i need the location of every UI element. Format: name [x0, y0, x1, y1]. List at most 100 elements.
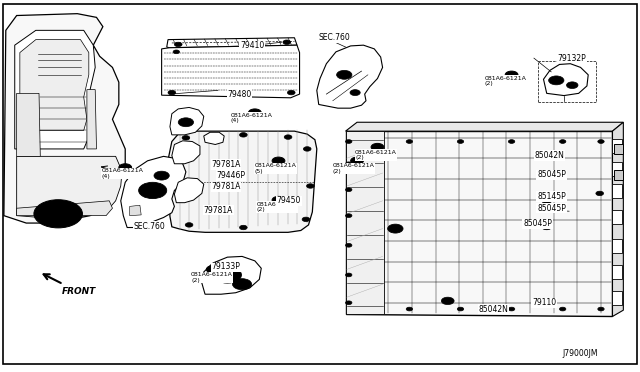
- Circle shape: [505, 71, 518, 78]
- Polygon shape: [172, 141, 200, 164]
- Polygon shape: [167, 38, 297, 48]
- Text: B: B: [276, 158, 280, 163]
- Text: 85145P: 85145P: [537, 192, 566, 201]
- Bar: [614, 144, 623, 154]
- Text: 081A6-6121A
(5): 081A6-6121A (5): [255, 163, 297, 174]
- Circle shape: [139, 182, 167, 199]
- Text: B: B: [211, 267, 214, 272]
- Circle shape: [232, 279, 252, 290]
- Circle shape: [346, 243, 352, 247]
- Text: 79480: 79480: [227, 90, 252, 99]
- Text: 85045P: 85045P: [523, 219, 552, 228]
- Polygon shape: [317, 45, 383, 108]
- Circle shape: [351, 157, 364, 164]
- Circle shape: [307, 184, 314, 188]
- Text: 79781A: 79781A: [211, 160, 241, 169]
- Bar: [614, 170, 623, 180]
- Text: 79133P: 79133P: [211, 262, 240, 271]
- Circle shape: [346, 273, 352, 277]
- Circle shape: [154, 171, 170, 180]
- Text: 081A6-6121A
(2): 081A6-6121A (2): [355, 150, 397, 160]
- Text: 79781A: 79781A: [204, 206, 233, 215]
- Circle shape: [182, 136, 189, 140]
- Circle shape: [596, 191, 604, 196]
- Text: 85045P: 85045P: [537, 204, 566, 213]
- Bar: [612, 239, 622, 253]
- Text: 79450: 79450: [276, 196, 301, 205]
- Polygon shape: [4, 14, 125, 223]
- Circle shape: [392, 227, 399, 231]
- Circle shape: [541, 202, 552, 208]
- Polygon shape: [121, 156, 186, 228]
- Polygon shape: [170, 108, 204, 135]
- Text: 081A6-6121A
(4): 081A6-6121A (4): [230, 113, 273, 124]
- Text: 85045P: 85045P: [537, 170, 566, 179]
- Circle shape: [178, 118, 193, 127]
- Circle shape: [119, 164, 132, 171]
- Circle shape: [303, 147, 311, 151]
- Text: 081A6-6121A
(4): 081A6-6121A (4): [102, 168, 143, 179]
- Circle shape: [598, 307, 604, 311]
- Circle shape: [239, 133, 247, 137]
- Circle shape: [173, 50, 179, 54]
- Circle shape: [598, 140, 604, 143]
- Polygon shape: [130, 205, 141, 216]
- Bar: [612, 265, 622, 279]
- Text: B: B: [253, 110, 257, 115]
- Polygon shape: [15, 31, 95, 149]
- Circle shape: [346, 214, 352, 218]
- Polygon shape: [346, 131, 384, 314]
- Text: J79000JM: J79000JM: [563, 349, 598, 358]
- Circle shape: [346, 188, 352, 192]
- Circle shape: [168, 90, 175, 95]
- Circle shape: [302, 217, 310, 222]
- Circle shape: [211, 262, 224, 269]
- Text: 79446P: 79446P: [216, 171, 246, 180]
- Text: 85042N: 85042N: [534, 151, 564, 160]
- Circle shape: [185, 223, 193, 227]
- Text: 79410: 79410: [240, 41, 264, 51]
- Polygon shape: [162, 45, 300, 98]
- Text: B: B: [276, 198, 280, 203]
- Circle shape: [458, 140, 464, 143]
- Circle shape: [541, 224, 552, 230]
- Text: 79132P: 79132P: [557, 54, 586, 62]
- Circle shape: [337, 70, 352, 79]
- Circle shape: [442, 297, 454, 305]
- Circle shape: [284, 135, 292, 139]
- Polygon shape: [168, 131, 317, 232]
- Circle shape: [272, 196, 285, 204]
- Text: 85042N: 85042N: [478, 305, 508, 314]
- Text: 081A6-6121A
(2): 081A6-6121A (2): [191, 272, 233, 283]
- Text: B: B: [124, 165, 127, 170]
- Polygon shape: [204, 132, 224, 144]
- Circle shape: [174, 42, 182, 46]
- Text: FRONT: FRONT: [61, 287, 95, 296]
- Circle shape: [239, 225, 247, 230]
- Circle shape: [548, 76, 564, 85]
- Circle shape: [42, 205, 74, 223]
- Circle shape: [566, 82, 578, 89]
- Circle shape: [287, 90, 295, 95]
- Text: 79110: 79110: [532, 298, 556, 307]
- Bar: [612, 184, 622, 198]
- Polygon shape: [20, 39, 89, 131]
- Polygon shape: [87, 90, 97, 149]
- Circle shape: [559, 307, 566, 311]
- Circle shape: [508, 140, 515, 143]
- Circle shape: [34, 200, 83, 228]
- Circle shape: [346, 140, 352, 143]
- Circle shape: [283, 40, 291, 44]
- Circle shape: [213, 267, 241, 283]
- Circle shape: [508, 307, 515, 311]
- Text: B: B: [355, 158, 359, 163]
- Bar: [612, 291, 622, 305]
- Circle shape: [248, 109, 261, 116]
- Bar: [538, 61, 596, 102]
- Circle shape: [346, 301, 352, 305]
- Circle shape: [371, 143, 384, 151]
- Circle shape: [559, 140, 566, 143]
- Polygon shape: [17, 93, 40, 156]
- Circle shape: [541, 153, 552, 159]
- Polygon shape: [174, 178, 204, 203]
